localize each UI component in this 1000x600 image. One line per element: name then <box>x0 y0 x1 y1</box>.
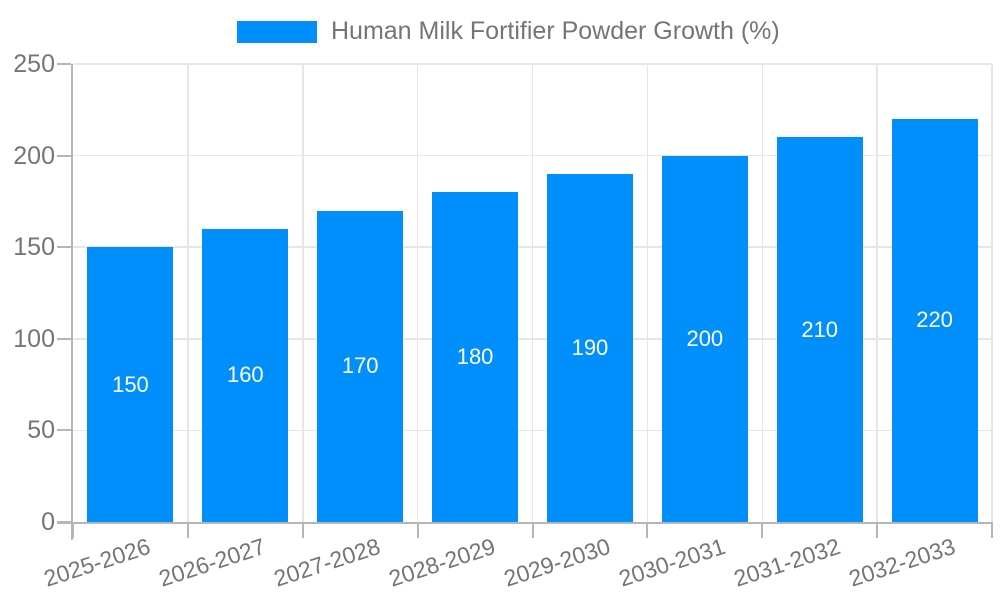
bar[interactable] <box>432 192 519 522</box>
y-tick-label: 50 <box>27 416 55 445</box>
v-gridline <box>646 64 649 522</box>
bar[interactable] <box>202 228 289 522</box>
y-axis-tick <box>57 154 71 157</box>
plot-area: 150 160 170 180 190 200 210 220 <box>57 63 993 540</box>
v-gridline <box>876 64 878 522</box>
v-gridline <box>187 64 189 522</box>
v-gridline <box>991 64 993 522</box>
y-tick-label: 0 <box>41 508 55 536</box>
y-tick-label: 150 <box>13 233 55 262</box>
y-tick-label: 100 <box>13 324 55 353</box>
x-axis-tick <box>761 522 764 538</box>
x-axis-tick <box>646 522 649 538</box>
legend-label: Human Milk Fortifier Powder Growth (%) <box>331 17 780 45</box>
x-axis-tick <box>186 522 189 538</box>
bar[interactable] <box>661 155 748 522</box>
y-tick-label: 250 <box>13 50 55 78</box>
bar[interactable] <box>891 118 978 522</box>
v-gridline <box>531 64 534 522</box>
legend-marker-swatch <box>237 20 317 43</box>
x-axis-tick <box>72 522 74 538</box>
x-axis-tick <box>301 522 304 538</box>
x-axis-line <box>57 522 992 524</box>
y-tick-label: 200 <box>13 141 55 170</box>
v-gridline <box>761 64 763 522</box>
y-axis-tick <box>57 63 71 65</box>
x-axis-tick <box>991 522 993 538</box>
x-axis-tick <box>876 522 879 538</box>
v-gridline <box>416 64 419 522</box>
v-gridline <box>302 64 304 522</box>
y-axis-line <box>71 64 73 540</box>
bar[interactable] <box>317 210 404 522</box>
x-axis-tick <box>531 522 534 538</box>
x-axis-tick <box>416 522 419 538</box>
legend-item[interactable]: Human Milk Fortifier Powder Growth (%) <box>237 17 780 46</box>
y-axis-tick <box>57 429 71 432</box>
y-axis-tick <box>57 337 71 340</box>
bar[interactable] <box>546 173 633 522</box>
y-axis-tick <box>57 521 71 523</box>
bar[interactable] <box>87 247 174 522</box>
y-axis-tick <box>57 246 71 249</box>
bar[interactable] <box>776 137 863 522</box>
